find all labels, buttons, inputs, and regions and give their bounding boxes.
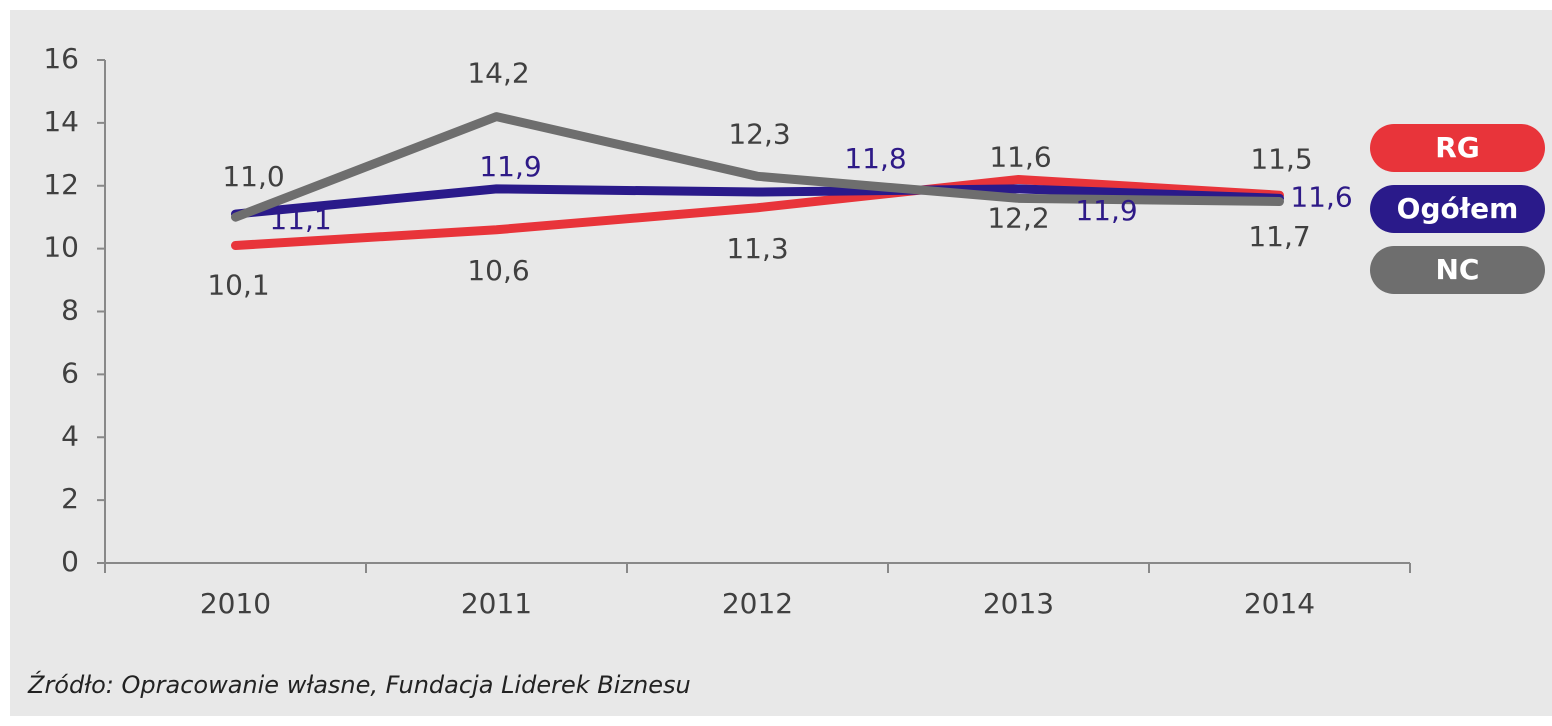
series-line <box>231 184 1284 219</box>
data-label: 11,1 <box>269 203 331 236</box>
series-line <box>231 112 1284 222</box>
source-note: Źródło: Opracowanie własne, Fundacja Lid… <box>27 670 691 699</box>
y-tick-label: 10 <box>43 231 79 264</box>
series-line <box>231 174 1284 250</box>
legend-swatch <box>1370 246 1545 294</box>
y-tick-label: 6 <box>61 356 79 389</box>
data-label: 11,9 <box>1075 194 1137 227</box>
y-tick-label: 14 <box>43 105 79 138</box>
data-label: 11,6 <box>989 140 1051 173</box>
data-label: 12,2 <box>987 201 1049 234</box>
data-label: 11,7 <box>1248 220 1310 253</box>
y-tick-label: 0 <box>61 545 79 578</box>
data-label: 11,0 <box>222 160 284 193</box>
x-tick-label: 2011 <box>461 587 532 620</box>
legend-swatch <box>1370 185 1545 233</box>
y-tick-label: 4 <box>61 419 79 452</box>
data-label: 14,2 <box>467 57 529 90</box>
data-label: 11,3 <box>726 232 788 265</box>
data-label: 11,6 <box>1290 180 1352 213</box>
legend-label: RG <box>1435 131 1480 164</box>
data-label: 11,5 <box>1250 142 1312 175</box>
legend-label: NC <box>1436 253 1480 286</box>
chart-background <box>10 10 1552 716</box>
legend-label: Ogółem <box>1397 192 1519 225</box>
y-tick-label: 12 <box>43 168 79 201</box>
data-label: 10,6 <box>467 254 529 287</box>
x-tick-label: 2012 <box>722 587 793 620</box>
x-tick-label: 2013 <box>983 587 1054 620</box>
legend-swatch <box>1370 124 1545 172</box>
data-label: 11,8 <box>844 142 906 175</box>
data-label: 10,1 <box>207 268 269 301</box>
y-tick-label: 2 <box>61 482 79 515</box>
x-tick-label: 2010 <box>200 587 271 620</box>
data-label: 11,9 <box>479 150 541 183</box>
y-tick-label: 8 <box>61 294 79 327</box>
y-tick-label: 16 <box>43 42 79 75</box>
data-label: 12,3 <box>728 117 790 150</box>
x-tick-label: 2014 <box>1244 587 1315 620</box>
